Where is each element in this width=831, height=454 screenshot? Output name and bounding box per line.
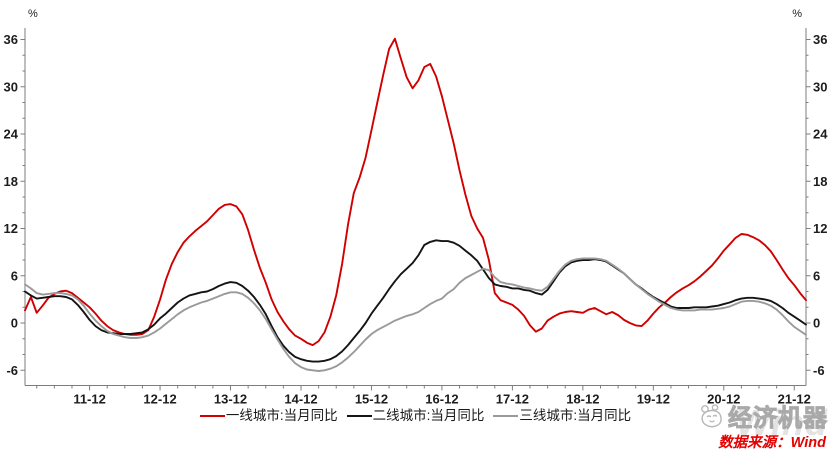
x-tick-label: 21-12 — [778, 392, 811, 407]
panda-doodle-icon — [701, 403, 722, 427]
x-tick-label: 13-12 — [214, 392, 247, 407]
wind-background-watermark: Wind — [736, 402, 828, 443]
y-tick-label-left: 18 — [4, 174, 18, 189]
series-line-tier1 — [24, 37, 807, 347]
y-tick-label-left: 30 — [4, 79, 18, 94]
y-tick-label-left: 6 — [11, 268, 18, 283]
y-tick-label-right: 0 — [813, 316, 820, 331]
series-line-tier2 — [24, 239, 807, 363]
x-tick-label: 15-12 — [355, 392, 388, 407]
watermark: Wind 经济机器 数据来源：Wind — [658, 394, 828, 454]
y-tick-label-right: 24 — [813, 127, 828, 142]
x-tick-label: 20-12 — [707, 392, 740, 407]
axes — [24, 28, 807, 386]
x-axis-ticks: 11-12 12-12 13-12 14-12 15-12 16-12 17-12 18-12… — [36, 385, 811, 407]
unit-label-right: % — [792, 8, 802, 20]
y-tick-label-right: 18 — [813, 174, 827, 189]
x-tick-label: 18-12 — [566, 392, 599, 407]
series-line-tier3 — [24, 257, 807, 372]
brand-watermark: 经济机器 — [698, 398, 828, 433]
x-tick-label: 16-12 — [425, 392, 458, 407]
x-tick-label: 12-12 — [143, 392, 176, 407]
y-tick-label-right: 12 — [813, 221, 827, 236]
unit-label-left: % — [28, 8, 38, 20]
x-tick-label: 11-12 — [73, 392, 106, 407]
y-tick-label-left: -6 — [6, 363, 18, 378]
y-tick-label-left: 0 — [11, 316, 18, 331]
y-tick-label-right: 30 — [813, 79, 827, 94]
brand-watermark-text: 经济机器 — [728, 405, 828, 433]
x-tick-label: 19-12 — [637, 392, 670, 407]
y-axis-ticks: -6 -6 0 0 6 6 12 12 18 18 24 24 30 30 36 36 — [4, 32, 829, 378]
y-tick-label-left: 36 — [4, 32, 18, 47]
x-tick-label: 17-12 — [496, 392, 529, 407]
y-tick-label-left: 24 — [4, 127, 19, 142]
y-tick-label-right: 6 — [813, 268, 820, 283]
y-tick-label-right: 36 — [813, 32, 827, 47]
y-tick-label-right: -6 — [813, 363, 825, 378]
y-tick-label-left: 12 — [4, 221, 18, 236]
x-tick-label: 14-12 — [284, 392, 317, 407]
data-source-label: 数据来源：Wind — [718, 435, 826, 451]
